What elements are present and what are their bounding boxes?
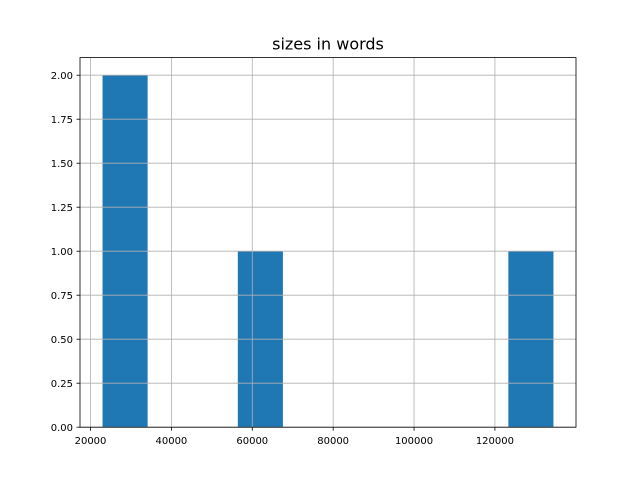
y-tick-label: 1.75 xyxy=(51,115,73,126)
y-tick-label: 0.00 xyxy=(51,423,73,434)
chart-title: sizes in words xyxy=(272,35,384,54)
x-tick-label: 60000 xyxy=(236,436,268,447)
y-tick-label: 1.50 xyxy=(51,159,73,170)
x-tick-label: 100000 xyxy=(395,436,433,447)
x-tick-label: 80000 xyxy=(317,436,349,447)
y-tick-label: 2.00 xyxy=(51,71,73,82)
axes-frame xyxy=(79,57,577,428)
x-tick-label: 120000 xyxy=(476,436,514,447)
y-tick-label: 1.00 xyxy=(51,247,73,258)
y-tick-label: 0.75 xyxy=(51,291,73,302)
y-tick-label: 0.25 xyxy=(51,379,73,390)
y-tick-label: 1.25 xyxy=(51,203,73,214)
x-tick-label: 40000 xyxy=(155,436,187,447)
x-tick-label: 20000 xyxy=(75,436,107,447)
y-tick-label: 0.50 xyxy=(51,335,73,346)
